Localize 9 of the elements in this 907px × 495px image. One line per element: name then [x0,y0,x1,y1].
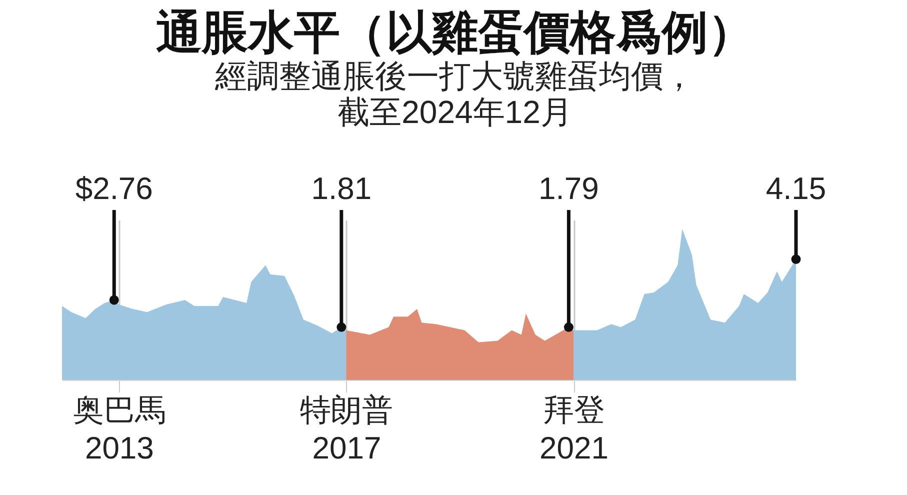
chart-subtitle: 經調整通脹後一打大號雞蛋均價，截至2024年12月 [214,58,695,130]
x-tick-label: 拜登 2021 [540,392,609,466]
annotation: 1.79 [538,171,599,206]
annotation: $2.76 [75,171,153,206]
annotation: 4.15 [766,171,826,206]
annotation: 1.81 [311,171,372,206]
chart-title: 通脹水平（以雞蛋價格爲例） [156,6,754,58]
x-tick-label: 特朗普 2017 [300,392,394,466]
x-tick-label: 奥巴馬 2013 [72,392,166,466]
